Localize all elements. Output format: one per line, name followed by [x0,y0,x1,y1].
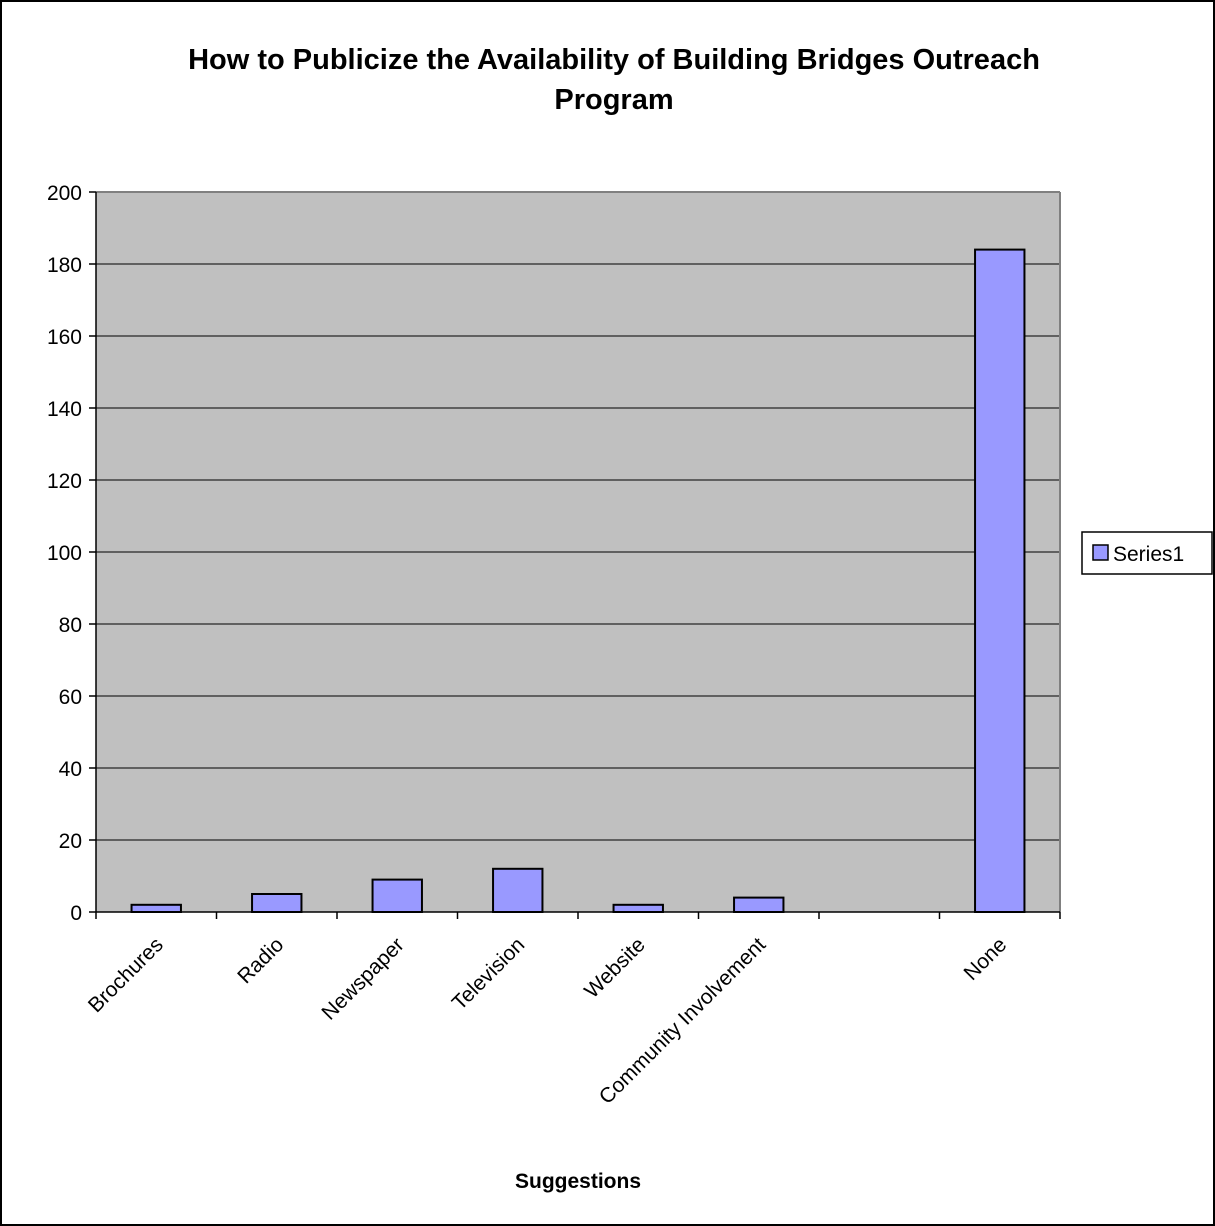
chart-title-line-1: How to Publicize the Availability of Bui… [188,44,1040,76]
y-tick-label-100: 100 [47,542,82,565]
bar-television [492,867,544,913]
y-tick-label-160: 160 [47,326,82,349]
bar-brochures [130,903,182,913]
y-axis-ticks: 0 20 40 60 80 100 120 140 160 180 200 [47,182,96,925]
y-tick-label-60: 60 [59,686,82,709]
y-tick-label-120: 120 [47,470,82,493]
y-tick-label-80: 80 [59,614,82,637]
legend: Series1 [1081,531,1213,575]
bar-newspaper [371,878,423,913]
y-tick-label-20: 20 [59,830,82,853]
chart-title-line-2: Program [554,84,673,116]
legend-label-series1: Series1 [1113,543,1184,566]
y-tick-label-40: 40 [59,758,82,781]
y-tick-label-180: 180 [47,254,82,277]
bar-radio [251,893,303,913]
bar-none [974,248,1026,914]
bar-website [612,903,664,913]
bar-community-involvement [733,896,785,913]
legend-swatch [1092,544,1109,561]
gridlines [96,263,1060,841]
y-tick-label-200: 200 [47,182,82,205]
y-tick-label-140: 140 [47,398,82,421]
x-axis-title: Suggestions [515,1170,641,1193]
bars [130,248,1026,914]
y-tick-label-0: 0 [70,902,82,925]
